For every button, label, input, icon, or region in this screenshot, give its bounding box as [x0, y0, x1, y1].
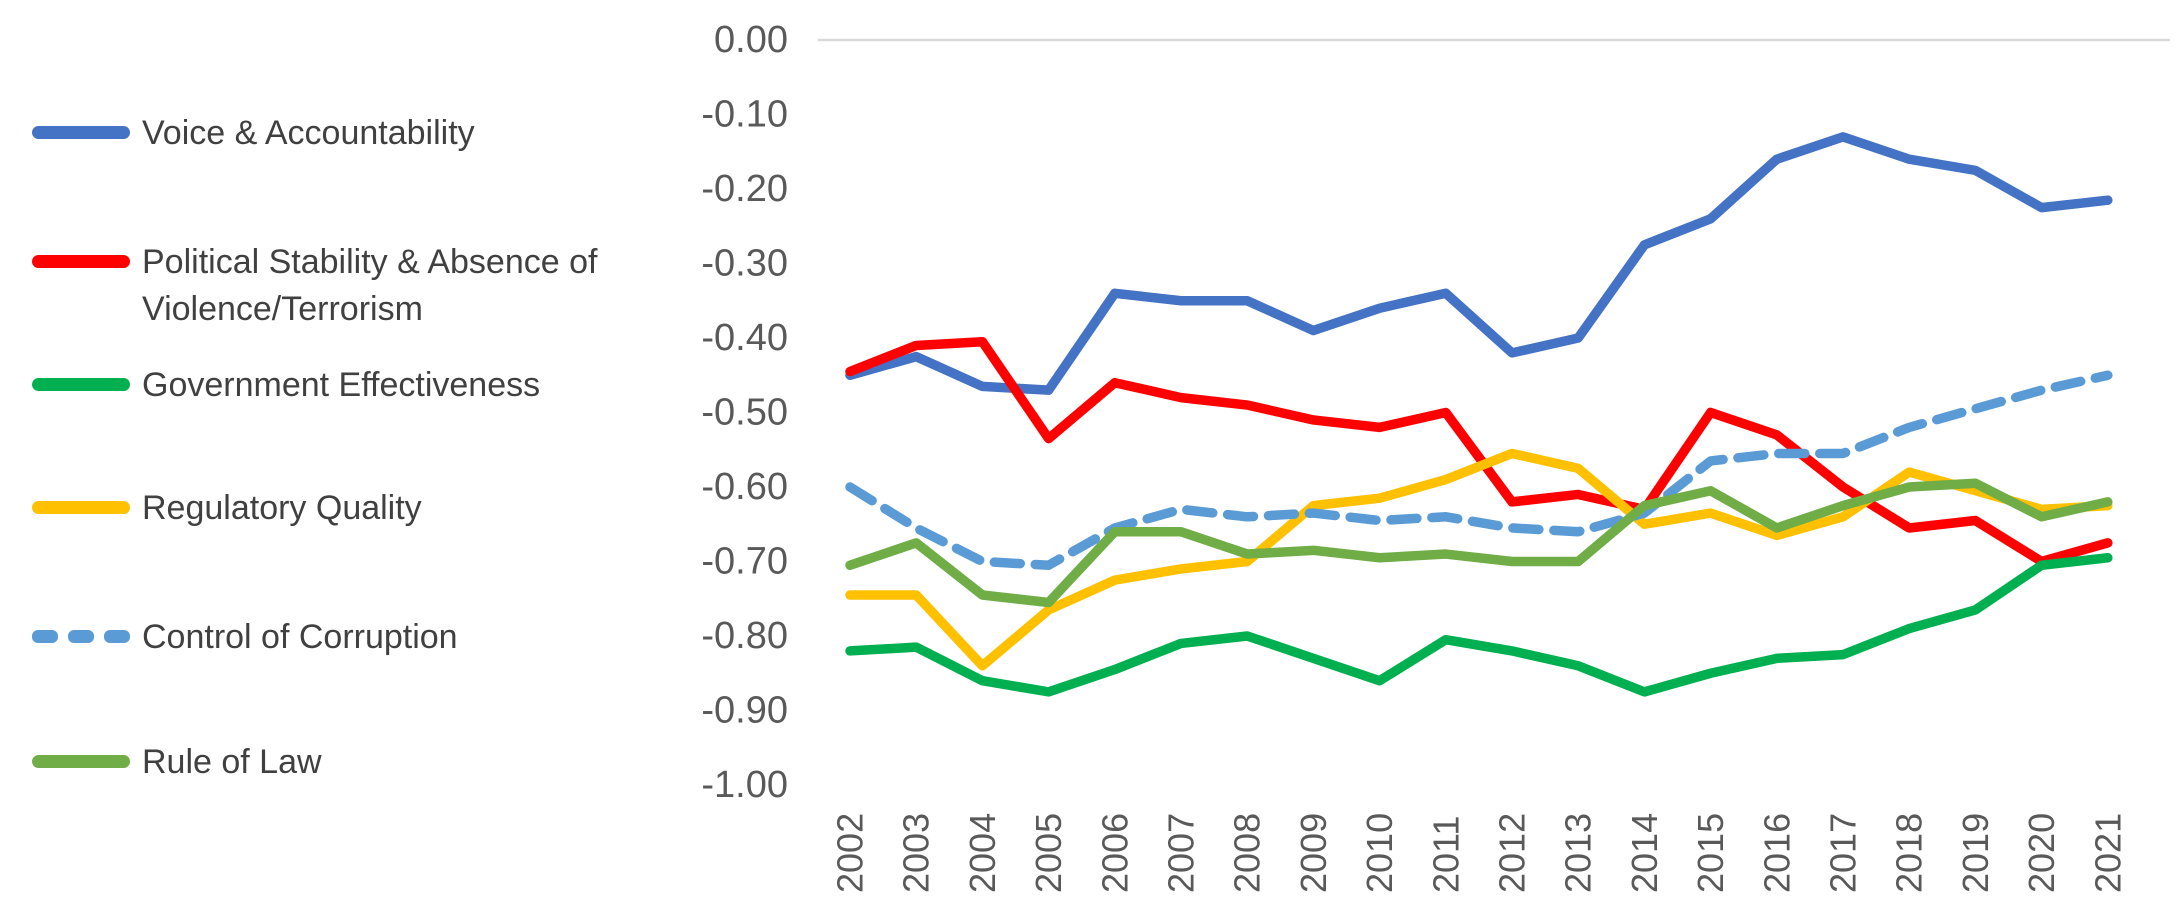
legend-item-regulatory-quality: Regulatory Quality: [32, 485, 422, 532]
legend-item-political-stability-absence-of-violence-terrorism: Political Stability & Absence of Violenc…: [32, 239, 640, 333]
series-line-voice-accountability: [845, 132, 2113, 395]
legend-dashed-line-swatch: [32, 630, 130, 643]
legend-line-swatch: [32, 378, 130, 391]
y-axis-tick-label: -0.20: [701, 168, 788, 210]
x-axis-tick-label: 2011: [1425, 816, 1466, 893]
x-axis-tick-label: 2019: [1955, 813, 1996, 893]
x-axis-tick-label: 2002: [830, 813, 871, 893]
chart-legend: Voice & Accountability Political Stabilit…: [0, 0, 640, 918]
y-axis-tick-label: -0.90: [701, 690, 788, 732]
x-axis-tick-label: 2006: [1094, 813, 1135, 893]
series-line-government-effectiveness: [845, 553, 2113, 697]
legend-line-swatch: [32, 126, 130, 139]
y-axis-tick-label: -0.40: [701, 317, 788, 359]
legend-item-government-effectiveness: Government Effectiveness: [32, 362, 540, 409]
y-axis-tick-label: -0.60: [701, 466, 788, 508]
legend-item-rule-of-law: Rule of Law: [32, 739, 322, 786]
x-axis-tick-label: 2007: [1161, 813, 1202, 893]
x-axis-tick-label: 2012: [1492, 813, 1533, 893]
y-axis-tick-label: -0.30: [701, 243, 788, 285]
x-axis-tick-label: 2021: [2087, 813, 2128, 893]
legend-label: Rule of Law: [142, 743, 322, 781]
x-axis-tick-label: 2014: [1624, 813, 1665, 893]
legend-line-swatch: [32, 501, 130, 514]
x-axis-tick-label: 2015: [1690, 813, 1731, 893]
x-axis-tick-label: 2005: [1028, 813, 1069, 893]
x-axis-tick-label: 2016: [1756, 813, 1797, 893]
y-axis-tick-label: -0.70: [701, 541, 788, 583]
legend-line-swatch: [32, 755, 130, 768]
y-axis-tick-label: -0.50: [701, 392, 788, 434]
x-axis-tick-label: 2004: [962, 813, 1003, 893]
x-axis-tick-label: 2017: [1823, 813, 1864, 893]
x-axis-tick-label: 2018: [1889, 813, 1930, 893]
legend-label: Government Effectiveness: [142, 366, 541, 404]
x-axis-tick-label: 2003: [896, 813, 937, 893]
series-line-political-stability-absence-of-violence-terrorism: [845, 336, 2113, 567]
x-axis-tick-label: 2010: [1359, 813, 1400, 893]
x-axis-tick-label: 2009: [1293, 813, 1334, 893]
legend-label: Voice & Accountability: [142, 114, 475, 152]
series-line-rule-of-law: [845, 478, 2113, 608]
legend-label: Political Stability & Absence of Violenc…: [142, 243, 598, 328]
x-axis-tick-label: 2020: [2021, 813, 2062, 893]
y-axis-tick-label: 0.00: [714, 19, 788, 61]
x-axis-tick-label: 2008: [1227, 813, 1268, 893]
series-line-regulatory-quality: [845, 448, 2113, 671]
x-axis-tick-label: 2013: [1558, 813, 1599, 893]
y-axis-tick-label: -1.00: [701, 764, 788, 806]
legend-label: Control of Corruption: [142, 618, 458, 656]
y-axis-tick-label: -0.10: [701, 94, 788, 136]
y-axis-tick-label: -0.80: [701, 615, 788, 657]
legend-item-control-of-corruption: Control of Corruption: [32, 614, 458, 661]
legend-item-voice-accountability: Voice & Accountability: [32, 110, 475, 157]
series-line-control-of-corruption: [845, 370, 2113, 570]
legend-line-swatch: [32, 255, 130, 268]
legend-label: Regulatory Quality: [142, 489, 422, 527]
